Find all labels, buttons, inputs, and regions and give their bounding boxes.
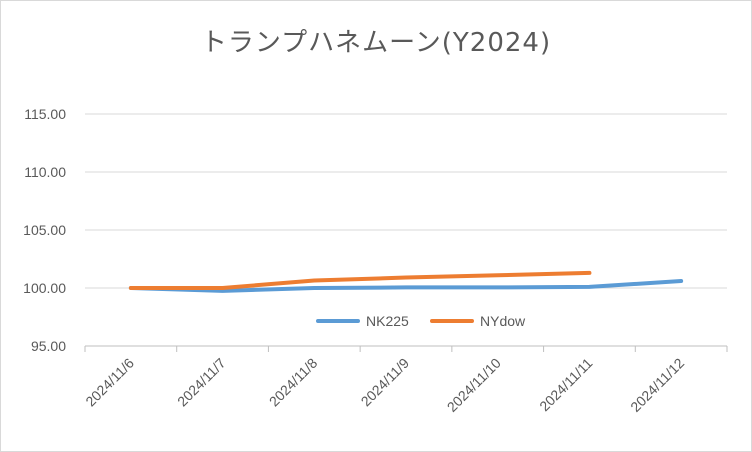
x-tick-label: 2024/11/9	[357, 355, 412, 410]
series-line-nk225	[128, 279, 684, 293]
legend-label: NYdow	[480, 313, 526, 329]
x-tick-label: 2024/11/8	[266, 355, 321, 410]
y-tick-label: 95.00	[31, 338, 66, 354]
x-tick-label: 2024/11/11	[536, 355, 596, 415]
legend-label: NK225	[366, 313, 409, 329]
y-tick-label: 105.00	[23, 222, 66, 238]
series-line-nydow	[128, 270, 592, 290]
y-tick-label: 100.00	[23, 280, 66, 296]
x-tick-label: 2024/11/12	[627, 355, 687, 415]
x-tick-label: 2024/11/10	[444, 355, 504, 415]
y-tick-label: 115.00	[24, 106, 66, 122]
x-tick-label: 2024/11/7	[174, 355, 229, 410]
y-tick-label: 110.00	[24, 164, 66, 180]
chart-title: トランプハネムーン(Y2024)	[200, 28, 552, 58]
x-tick-label: 2024/11/6	[82, 355, 137, 410]
